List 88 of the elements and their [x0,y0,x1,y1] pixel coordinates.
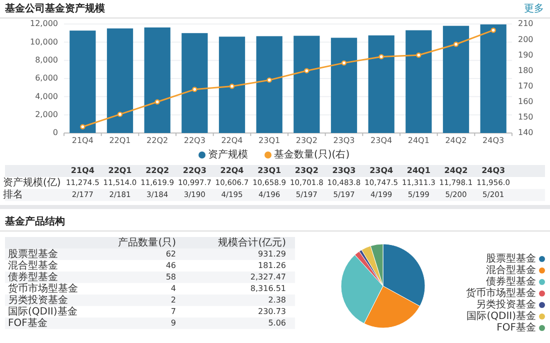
point [416,52,422,58]
data-label: 8,316.51 [250,284,286,293]
data-label: 2.38 [268,295,286,304]
x-tick-label: 21Q4 [72,136,94,146]
point [453,42,459,47]
y2-tick-label: 210 [518,19,534,28]
legend-label: 基金数量(只)(右) [274,148,350,161]
x-tick-label: 24Q3 [482,136,504,146]
text: 排名 [3,188,23,201]
point [266,77,272,83]
point [154,99,160,104]
data-label: 5.06 [268,318,286,328]
category-label: 22Q1 [108,166,132,176]
legend-label: 股票型基金 [486,252,536,265]
data-label: 4 [170,284,176,293]
y2-tick-label: 160 [518,97,534,106]
y-tick-label: 6,000 [35,74,58,83]
category-label: 24Q3 [482,166,506,176]
y2-tick-label: 190 [518,50,534,60]
y2-tick-label: 200 [518,34,534,44]
y-tick-label: 8,000 [35,56,58,65]
x-tick-label: 22Q1 [109,136,131,146]
y2-tick-label: 180 [518,66,534,75]
x-tick-label: 22Q4 [221,136,243,146]
text: 产品数量(只) [118,236,176,248]
data-label: 9 [170,318,176,328]
text: 更多 [524,2,544,15]
data-label: 2,327.47 [250,272,286,282]
point [192,86,198,92]
y2-tick-label: 170 [518,81,534,90]
category-label: FOF基金 [8,316,48,329]
category-label: 22Q3 [182,166,206,176]
y-tick-label: 4,000 [35,92,58,101]
y-tick-label: 0 [52,128,58,138]
y-tick-label: 2,000 [35,110,58,120]
category-label: 23Q2 [294,166,318,176]
category-label: 24Q2 [444,166,468,176]
x-tick-label: 24Q2 [445,136,467,146]
point [490,28,496,33]
y-tick-label: 10,000 [30,37,58,46]
text: 资产规模(亿) [3,176,61,189]
legend-label: FOF基金 [496,322,536,334]
x-tick-label: 22Q3 [184,136,206,146]
point [341,60,347,66]
text: 基金产品结构 [4,216,65,228]
data-label: 230.73 [258,306,286,316]
y2-tick-label: 150 [518,112,534,122]
category-label: 债券型基金 [8,270,58,283]
point [80,124,86,130]
chart-title: 基金公司基金资产规模 [4,2,106,15]
y-tick-label: 12,000 [30,19,58,28]
x-tick-label: 23Q1 [258,136,280,146]
x-tick-label: 24Q1 [408,136,430,146]
data-label: 181.26 [258,260,286,270]
legend-label: 货币市场型基金 [466,287,536,300]
legend-label: 债券型基金 [486,276,536,288]
category-label: 23Q3 [332,166,356,176]
legend-label: 混合型基金 [486,264,536,276]
category-label: 21Q4 [70,166,94,176]
category-label: 22Q4 [220,166,244,176]
category-label: 23Q4 [370,166,394,176]
data-label: 58 [166,272,176,282]
x-tick-label: 23Q4 [370,136,392,146]
x-tick-label: 23Q2 [296,136,318,146]
x-tick-label: 22Q2 [146,136,168,146]
category-label: 22Q2 [146,166,170,176]
category-label: 货币市场型基金 [8,282,78,294]
legend-label: 国际(QDII)基金 [466,310,536,322]
category-label: 股票型基金 [8,248,58,260]
data-label: 46 [166,260,176,270]
category-label: 24Q1 [406,166,430,176]
data-label: 7 [170,306,176,316]
point [229,84,235,89]
point [304,68,310,74]
category-label: 另类投资基金 [8,294,68,306]
legend-label: 另类投资基金 [476,298,536,311]
category-label: 国际(QDII)基金 [8,305,78,318]
data-label: 62 [166,249,176,258]
x-tick-label: 23Q3 [333,136,355,146]
data-label: 931.29 [258,249,286,258]
data-label: 2 [170,295,176,304]
category-label: 混合型基金 [8,259,58,272]
series-label: 规模合计(亿元) [218,236,286,248]
category-label: 23Q1 [258,166,282,176]
legend-label: 资产规模 [208,148,248,161]
point [117,112,123,117]
point [378,54,384,60]
y2-tick-label: 140 [518,128,534,138]
